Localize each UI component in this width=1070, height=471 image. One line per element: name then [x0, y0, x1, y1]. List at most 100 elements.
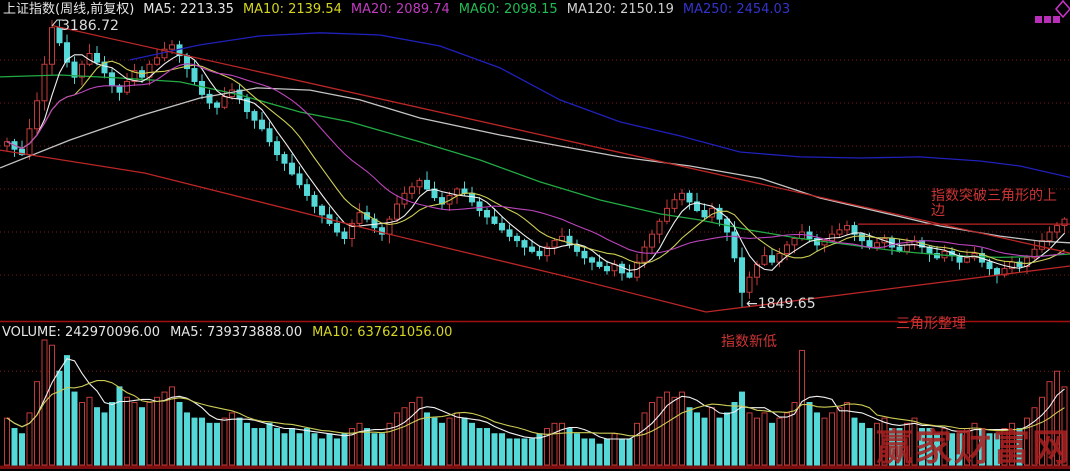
site-watermark: 赢家财富网: [876, 426, 1070, 469]
volume-bar: [919, 428, 925, 466]
volume-bar: [26, 412, 33, 466]
candlestick: [499, 222, 505, 231]
volume-bar: [416, 396, 423, 466]
volume-bar: [971, 422, 978, 466]
candlestick: [784, 244, 790, 255]
lower-channel-line: [0, 149, 707, 313]
volume-bar: [784, 412, 790, 466]
candlestick: [334, 222, 340, 233]
candlestick: [34, 100, 40, 130]
candlestick: [79, 63, 85, 78]
volume-bar: [769, 422, 775, 466]
volume-bar: [236, 417, 243, 466]
candlestick: [581, 250, 588, 259]
volume-bar: [874, 422, 880, 466]
candlestick: [701, 210, 708, 218]
candlestick: [386, 218, 393, 235]
candlestick: [281, 154, 288, 164]
candlestick: [244, 98, 250, 113]
volume-bar: [124, 396, 130, 466]
volume-bar: [266, 422, 273, 466]
volume-bar: [1061, 386, 1068, 466]
volume-bar: [814, 412, 820, 466]
candlestick: [484, 210, 490, 218]
candlestick: [694, 201, 700, 212]
candlestick: [994, 268, 1000, 276]
volume-bar: [596, 443, 603, 466]
volume-bar: [364, 428, 370, 466]
volume-bar: [844, 402, 850, 466]
volume-bar: [319, 438, 325, 466]
candlestick: [821, 240, 828, 246]
annotation-index-new-low: 指数新低: [721, 334, 777, 350]
candlestick: [536, 250, 543, 257]
volume-bar: [109, 402, 115, 466]
volume-bar: [341, 433, 348, 466]
volume-bar: [956, 433, 963, 466]
candlestick: [1054, 225, 1060, 233]
volume-bar: [476, 428, 483, 466]
volume-bar: [259, 428, 265, 466]
volume-bar: [694, 412, 700, 466]
candlestick: [761, 255, 768, 265]
volume-bar: [11, 428, 18, 466]
volume-bar: [896, 428, 903, 466]
candlestick: [64, 42, 70, 63]
volume-bar: [701, 417, 708, 466]
volume-bar: [566, 428, 573, 466]
volume-bar: [641, 412, 648, 466]
volume-bar: [139, 407, 145, 466]
volume-bar: [326, 433, 333, 466]
ma-value-label: MA120: 2150.19: [566, 2, 674, 17]
ma-line-ma60: [0, 74, 1070, 259]
volume-bar: [949, 433, 955, 466]
candlestick: [356, 212, 363, 224]
candlestick: [124, 80, 130, 93]
volume-bar: [409, 402, 415, 466]
candlestick: [934, 253, 940, 259]
volume-bar: [589, 438, 595, 466]
volume-bar: [64, 355, 70, 466]
volume-bar: [131, 402, 138, 466]
candlestick: [461, 188, 468, 194]
volume-bar: [19, 433, 25, 466]
candlestick: [289, 162, 295, 175]
volume-bar: [649, 402, 655, 466]
candlestick: [131, 70, 138, 82]
volume-bar: [424, 412, 430, 466]
volume-ma-line-ma10: [6, 380, 1065, 437]
volume-bar: [836, 407, 843, 466]
candlestick: [469, 192, 475, 203]
volume-value-label: MA5: 739373888.00: [170, 325, 303, 340]
volume-bar: [559, 422, 565, 466]
volume-bar: [4, 417, 10, 466]
candlestick: [874, 242, 880, 248]
volume-bar: [446, 417, 453, 466]
candlestick: [791, 237, 798, 246]
volume-bar: [761, 412, 768, 466]
volume-bar: [154, 396, 160, 466]
candlestick: [49, 27, 55, 65]
annotation-triangle-breakout: 指数突破三角形的上边: [931, 188, 1057, 219]
volume-bar: [799, 349, 805, 466]
candlestick: [206, 93, 213, 104]
volume-bar: [146, 402, 153, 466]
candlestick: [341, 231, 348, 239]
candlestick: [4, 141, 10, 147]
candlestick: [626, 272, 633, 278]
volume-bar: [169, 386, 175, 466]
ma-value-label: MA20: 2089.74: [350, 2, 450, 17]
volume-ma-line-ma5: [6, 358, 1065, 440]
candlestick: [604, 265, 610, 272]
candlestick: [349, 222, 355, 239]
volume-bar: [281, 433, 288, 466]
volume-bar: [716, 417, 723, 466]
volume-bar: [1046, 381, 1053, 466]
candlestick: [964, 257, 970, 263]
candlestick: [844, 225, 850, 231]
candlestick: [319, 205, 325, 216]
candlestick: [686, 192, 693, 203]
volume-bar: [866, 428, 873, 466]
volume-bar: [581, 438, 588, 466]
volume-bar: [1009, 422, 1015, 466]
